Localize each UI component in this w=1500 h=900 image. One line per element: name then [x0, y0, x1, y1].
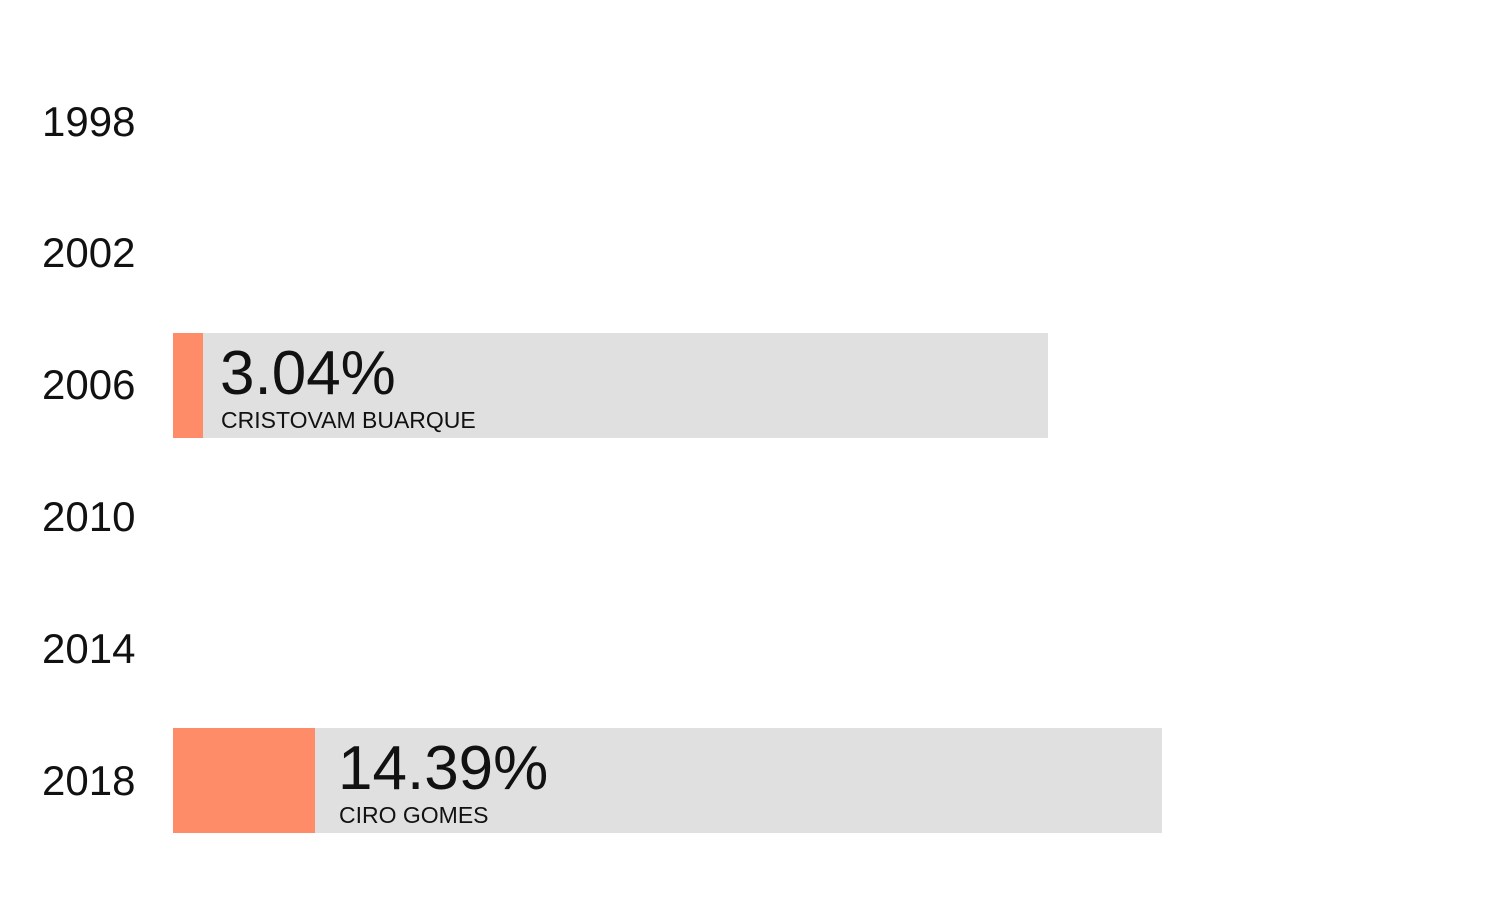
bar-value-label-2006: 3.04% [220, 338, 396, 408]
bar-fill-2006 [173, 332, 203, 438]
bar-value-label-2018: 14.39% [338, 734, 549, 803]
year-label-1998: 1998 [42, 97, 136, 145]
bar-background-2018: 14.39% CIRO GOMES [173, 728, 1162, 833]
year-label-2018: 2018 [42, 756, 136, 804]
year-label-2002: 2002 [42, 229, 136, 277]
bar-fill-2018 [173, 728, 316, 833]
year-label-2010: 2010 [42, 492, 136, 540]
bar-candidate-label-2006: CRISTOVAM BUARQUE [221, 406, 476, 433]
bar-background-2006: 3.04% CRISTOVAM BUARQUE [173, 332, 1048, 438]
year-label-2006: 2006 [42, 361, 136, 409]
year-label-2014: 2014 [42, 624, 136, 672]
bar-candidate-label-2018: CIRO GOMES [339, 802, 489, 828]
